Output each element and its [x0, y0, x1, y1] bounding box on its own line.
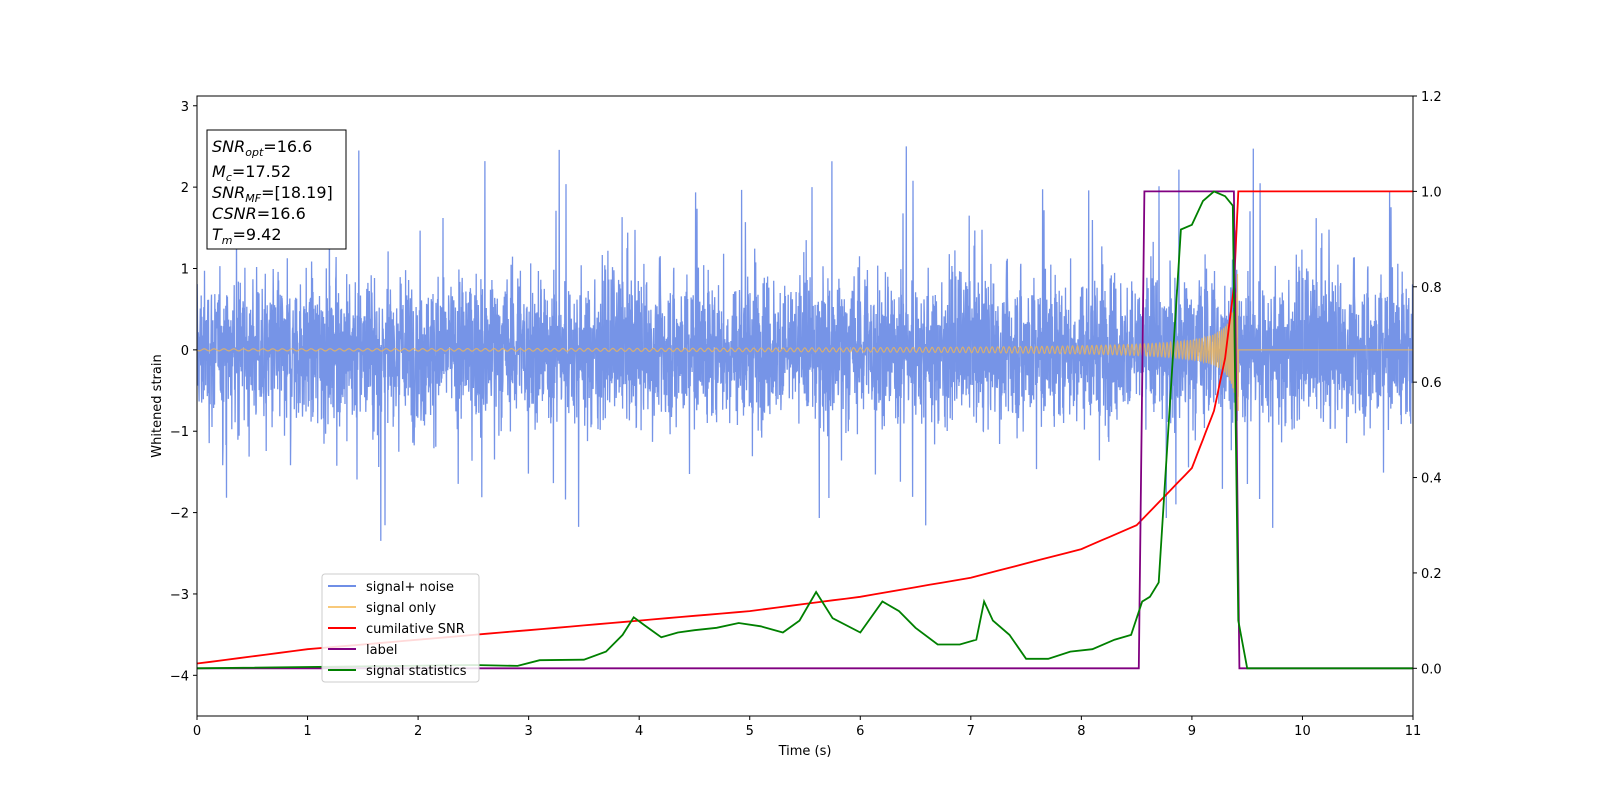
x-tick-label: 9 [1188, 724, 1196, 739]
x-tick-label: 8 [1077, 724, 1085, 739]
series-signal-only-line [197, 273, 1413, 411]
y-tick-label: −1 [170, 425, 189, 440]
x-tick-label: 2 [414, 724, 422, 739]
legend-label: signal statistics [366, 664, 467, 679]
y-tick-label: −4 [170, 669, 189, 684]
annotation-box [206, 129, 347, 250]
y-right-tick-label: 0.4 [1421, 472, 1442, 487]
y-tick-label: 1 [181, 262, 189, 277]
y-right-tick-label: 1.0 [1421, 185, 1442, 200]
legend-label: label [366, 643, 397, 658]
y-tick-label: 3 [181, 100, 189, 115]
y-right-tick-label: 0.6 [1421, 376, 1442, 391]
x-tick-label: 1 [303, 724, 311, 739]
y-tick-label: 0 [181, 344, 189, 359]
x-tick-label: 4 [635, 724, 643, 739]
y-axis-label: Whitened strain [150, 354, 165, 457]
x-tick-label: 0 [193, 724, 201, 739]
legend-label: signal only [366, 601, 436, 616]
series-group [197, 146, 1413, 670]
y-tick-label: 2 [181, 181, 189, 196]
x-tick-label: 11 [1405, 724, 1422, 739]
series-signal-statistics-line [197, 190, 1413, 670]
annotation-tm: Tm=9.42 [212, 225, 282, 247]
y-right-tick-label: 0.0 [1421, 662, 1442, 677]
x-axis-label: Time (s) [778, 744, 832, 759]
legend-box [321, 573, 480, 683]
y-tick-label: −3 [170, 588, 189, 603]
x-tick-label: 6 [856, 724, 864, 739]
plot-frame [196, 95, 1414, 717]
y-right-tick-label: 0.8 [1421, 281, 1442, 296]
x-tick-label: 3 [524, 724, 532, 739]
annotation-mc: Mc=17.52 [212, 162, 291, 184]
x-tick-label: 7 [967, 724, 975, 739]
y-tick-label: −2 [170, 507, 189, 522]
x-tick-label: 10 [1294, 724, 1311, 739]
annotation-snr-opt: SNRopt=16.6 [212, 137, 312, 159]
legend-label: signal+ noise [366, 580, 454, 595]
x-tick-label: 5 [746, 724, 754, 739]
annotation-csnr: CSNR=16.6 [212, 204, 306, 223]
y-right-tick-label: 1.2 [1421, 90, 1442, 105]
legend-label: cumilative SNR [366, 622, 465, 637]
annotation-snr-mf: SNRMF=[18.19] [212, 183, 333, 205]
y-right-tick-label: 0.2 [1421, 567, 1442, 582]
